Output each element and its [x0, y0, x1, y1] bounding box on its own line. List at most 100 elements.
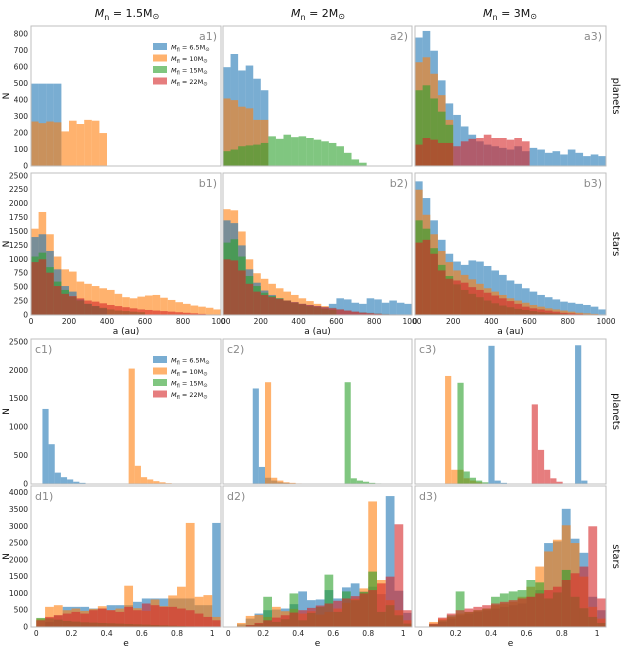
xtick-b2-0: 0 [221, 317, 226, 326]
ytick-b1-500: 500 [14, 283, 29, 292]
bar-b3-s3-b19 [560, 312, 568, 315]
panel-d3: 0 0.2 0.4 0.6 0.8 1 e d3) [414, 485, 607, 649]
bar-a2-s2-b2 [238, 146, 246, 166]
ytick-a1-500: 500 [14, 79, 29, 88]
panel-b3: 0 200 400 600 800 1000 a (au) b3) [413, 172, 616, 337]
bar-c3-s3-b3 [550, 478, 557, 484]
bar-a2-s2-b9 [291, 137, 299, 166]
bar-b3-s3-b11 [499, 298, 507, 315]
bar-b3-s3-b12 [506, 301, 515, 315]
frame-c2 [222, 338, 413, 485]
bar-a3-s3-b5 [453, 146, 461, 166]
bar-b3-s0-b13 [514, 283, 522, 315]
ytick-d1-3500: 3500 [9, 505, 28, 514]
xtick-b2-600: 600 [329, 317, 344, 326]
legend-swatch-a1-0 [153, 43, 167, 50]
bar-c1-s1-b1 [134, 465, 141, 484]
xtick-b2-1000: 1000 [402, 317, 421, 326]
legend-text-a1-2: Mfl = 15M⊙ [171, 67, 207, 77]
bar-b3-s3-b13 [514, 303, 522, 315]
frame-d3 [414, 485, 607, 628]
ytick-c1-2500: 2500 [9, 337, 28, 346]
xlabel-d3: e [508, 639, 514, 649]
bar-c3-s1-b1 [463, 471, 470, 484]
legend-swatch-a1-2 [153, 66, 167, 73]
bar-d3-s3-b20 [597, 598, 606, 627]
ytick-c1-1500: 1500 [9, 394, 28, 403]
bar-c3-s2-b0 [488, 345, 495, 484]
bar-a2-s2-b17 [351, 159, 360, 166]
frame-b2 [222, 172, 413, 316]
xtick-b1-200: 200 [62, 317, 77, 326]
xtick-b1-400: 400 [100, 317, 115, 326]
bar-b3-s0-b21 [575, 303, 584, 315]
xtick-d3-0.4: 0.4 [485, 629, 497, 638]
bar-a3-s0-b15 [529, 147, 538, 166]
bar-b2-s3-b10 [298, 303, 307, 315]
panel-a1: 0 100 200 300 400 500 600 700 800 Na1)Mfl = 6.5M⊙… [2, 25, 222, 171]
bar-b1-s3-b3 [53, 286, 62, 315]
bar-c3-s3-b0 [531, 404, 538, 484]
bars-c3 [445, 345, 588, 484]
bar-d2-s1-b3 [254, 614, 264, 627]
bar-d1-s1-b16 [177, 586, 186, 627]
bar-a3-s3-b1 [422, 138, 431, 166]
panel-label-c1: c1) [35, 343, 52, 356]
bar-a2-s1-b1 [230, 100, 239, 166]
bar-d2-s3-b13 [342, 598, 351, 627]
ytick-d1-2000: 2000 [9, 555, 28, 564]
bar-c3-s3-b1 [537, 449, 545, 484]
bars-c1 [42, 368, 172, 484]
bar-a3-s3-b9 [483, 134, 492, 166]
bar-b2-s3-b15 [336, 309, 344, 315]
bar-b2-s3-b2 [238, 270, 246, 315]
bar-b2-s1-b21 [381, 302, 390, 315]
bar-a3-s3-b11 [499, 138, 507, 166]
bar-b3-s3-b2 [430, 253, 438, 315]
ytick-d1-500: 500 [14, 606, 29, 615]
xtick-b3-600: 600 [522, 317, 537, 326]
bar-d3-s3-b1 [429, 623, 438, 627]
bar-b1-s0-b10 [107, 289, 115, 315]
bar-c3-s1-b3 [476, 480, 483, 484]
bar-b2-s3-b12 [313, 306, 322, 315]
bar-d2-s3-b5 [272, 617, 281, 627]
bar-b2-s3-b18 [359, 312, 367, 315]
xtick-d1-0.8: 0.8 [171, 629, 183, 638]
bar-a3-s3-b8 [476, 138, 484, 166]
bar-d1-s3-b5 [80, 613, 90, 627]
bar-d3-s3-b18 [579, 566, 589, 627]
bar-b3-s0-b22 [583, 304, 591, 315]
ytick-a1-300: 300 [14, 112, 29, 121]
ytick-d1-3000: 3000 [9, 522, 28, 531]
bar-c1-s0-b5 [73, 481, 80, 484]
bar-b3-s3-b20 [567, 313, 576, 315]
row-label-1: planets [610, 78, 621, 115]
bar-b1-s3-b21 [190, 313, 199, 315]
bar-b2-s3-b19 [366, 313, 375, 315]
bar-b1-s0-b14 [137, 296, 145, 315]
frame-b3 [414, 172, 607, 316]
bar-a3-s0-b24 [598, 156, 606, 166]
panel-a3: a3) [414, 25, 607, 167]
ytick-c1-0: 0 [23, 480, 28, 489]
bar-a3-s3-b13 [514, 138, 522, 166]
bar-d2-s3-b12 [333, 600, 342, 627]
bar-d1-s1-b19 [203, 595, 213, 627]
bars-d3 [429, 508, 606, 627]
bar-a1-s1-b9 [99, 133, 107, 166]
bar-d1-s3-b1 [45, 616, 54, 627]
bar-a3-s3-b4 [445, 142, 454, 166]
bar-d3-s3-b4 [455, 610, 465, 627]
bar-b3-s3-b18 [552, 311, 561, 315]
bar-a2-s2-b0 [223, 151, 231, 166]
bar-d2-s0-b18 [385, 496, 395, 627]
bar-c3-s1-b4 [482, 482, 489, 484]
bar-b1-s0-b20 [183, 303, 191, 315]
bar-b3-s0-b24 [598, 309, 606, 315]
bar-d3-s3-b7 [482, 605, 492, 627]
bar-d1-s3-b12 [141, 603, 151, 627]
column-header-1: Mn = 1.5M⊙ [95, 7, 159, 22]
bar-b3-s3-b0 [415, 242, 423, 315]
bar-b3-s3-b1 [422, 239, 431, 315]
